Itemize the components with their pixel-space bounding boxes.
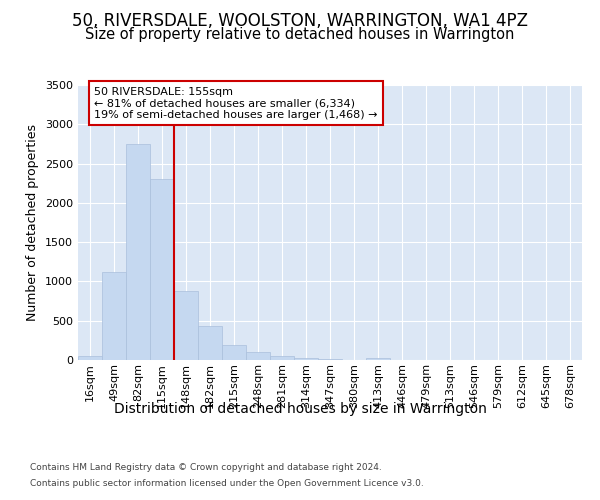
Bar	[270, 356, 294, 360]
Bar	[174, 291, 198, 360]
Text: Size of property relative to detached houses in Warrington: Size of property relative to detached ho…	[85, 28, 515, 42]
Bar	[78, 356, 102, 360]
Bar	[102, 272, 126, 360]
Text: Contains public sector information licensed under the Open Government Licence v3: Contains public sector information licen…	[30, 478, 424, 488]
Bar	[126, 144, 150, 360]
Y-axis label: Number of detached properties: Number of detached properties	[26, 124, 40, 321]
Bar	[246, 352, 270, 360]
Bar	[150, 180, 174, 360]
Bar	[318, 359, 342, 360]
Bar	[366, 358, 390, 360]
Bar	[222, 346, 246, 360]
Bar	[198, 326, 222, 360]
Bar	[294, 358, 318, 360]
Text: 50, RIVERSDALE, WOOLSTON, WARRINGTON, WA1 4PZ: 50, RIVERSDALE, WOOLSTON, WARRINGTON, WA…	[72, 12, 528, 30]
Text: Distribution of detached houses by size in Warrington: Distribution of detached houses by size …	[113, 402, 487, 416]
Text: 50 RIVERSDALE: 155sqm
← 81% of detached houses are smaller (6,334)
19% of semi-d: 50 RIVERSDALE: 155sqm ← 81% of detached …	[94, 86, 378, 120]
Text: Contains HM Land Registry data © Crown copyright and database right 2024.: Contains HM Land Registry data © Crown c…	[30, 464, 382, 472]
